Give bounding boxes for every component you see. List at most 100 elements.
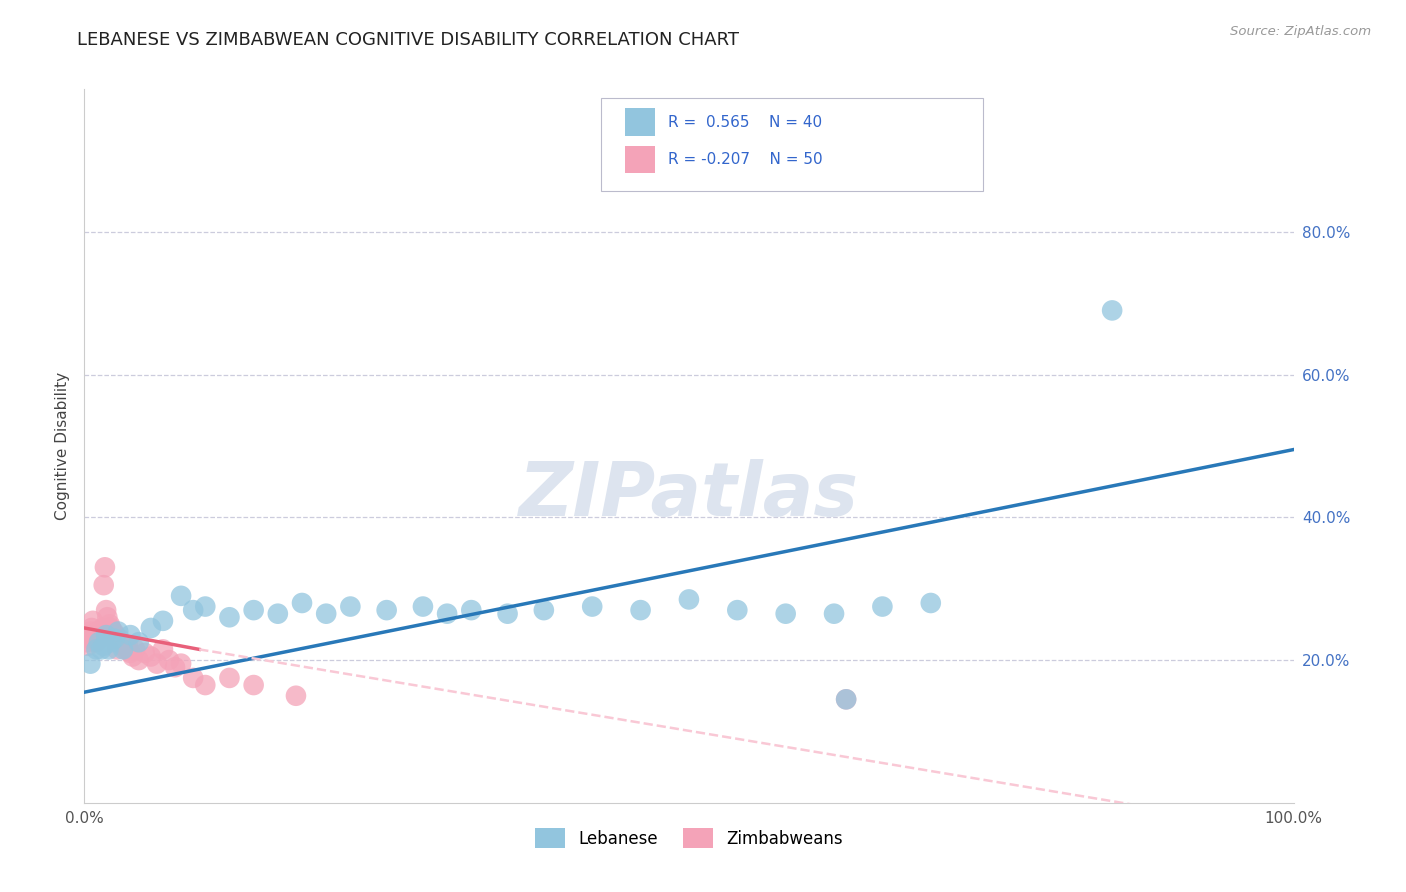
Point (134, 646, 156, 660)
Point (128, 635, 150, 649)
Point (93, 639, 115, 653)
Point (100, 635, 122, 649)
Point (77, 639, 100, 653)
Point (84, 632, 107, 646)
Point (80, 621, 103, 635)
Point (108, 632, 131, 646)
Point (96, 610, 118, 624)
Point (496, 607, 519, 621)
Point (170, 657, 193, 671)
Point (436, 607, 458, 621)
Point (775, 607, 797, 621)
Point (94, 603, 117, 617)
Point (242, 678, 264, 692)
Point (100, 621, 122, 635)
Text: Source: ZipAtlas.com: Source: ZipAtlas.com (1230, 25, 1371, 38)
Point (152, 614, 174, 628)
Point (678, 592, 700, 607)
Point (823, 607, 845, 621)
Point (82, 614, 104, 628)
Point (86, 642, 108, 657)
Point (339, 599, 361, 614)
Legend: Lebanese, Zimbabweans: Lebanese, Zimbabweans (529, 822, 849, 855)
Point (152, 642, 174, 657)
Point (194, 599, 217, 614)
Y-axis label: Cognitive Disability: Cognitive Disability (55, 372, 70, 520)
Point (97, 621, 120, 635)
Point (94, 628, 117, 642)
Point (75, 628, 97, 642)
Point (77, 632, 100, 646)
Point (101, 628, 124, 642)
Text: R = -0.207    N = 50: R = -0.207 N = 50 (668, 152, 823, 167)
Point (97, 642, 120, 657)
Point (284, 689, 308, 703)
Point (630, 603, 652, 617)
Point (146, 657, 169, 671)
Point (165, 660, 187, 674)
Point (170, 589, 193, 603)
Point (181, 603, 204, 617)
Point (315, 607, 337, 621)
Point (128, 653, 150, 667)
Point (920, 596, 942, 610)
Point (157, 653, 180, 667)
Point (86, 624, 108, 639)
Point (581, 599, 603, 614)
FancyBboxPatch shape (624, 109, 655, 136)
Point (533, 603, 555, 617)
Point (375, 603, 398, 617)
Point (291, 596, 314, 610)
Point (139, 649, 162, 664)
Point (91, 621, 114, 635)
Point (110, 635, 132, 649)
Point (112, 639, 135, 653)
FancyBboxPatch shape (600, 98, 983, 191)
Point (107, 635, 129, 649)
Point (412, 599, 434, 614)
Point (104, 632, 127, 646)
Point (1101, 303, 1123, 318)
Point (835, 692, 858, 706)
Point (87, 635, 110, 649)
Point (79, 657, 101, 671)
Point (90, 624, 112, 639)
Point (79, 624, 101, 639)
Point (89, 632, 111, 646)
Point (104, 628, 127, 642)
Point (103, 624, 125, 639)
Point (120, 628, 142, 642)
Point (120, 646, 142, 660)
Point (121, 649, 143, 664)
FancyBboxPatch shape (624, 145, 655, 173)
Point (90, 642, 112, 657)
Point (242, 603, 264, 617)
Point (98, 617, 121, 632)
Point (725, 603, 748, 617)
Point (107, 624, 129, 639)
Text: LEBANESE VS ZIMBABWEAN COGNITIVE DISABILITY CORRELATION CHART: LEBANESE VS ZIMBABWEAN COGNITIVE DISABIL… (77, 31, 740, 49)
Point (105, 642, 128, 657)
Point (194, 678, 217, 692)
Point (76, 635, 98, 649)
Point (460, 603, 482, 617)
Point (872, 599, 894, 614)
Point (93, 578, 115, 592)
Point (181, 671, 204, 685)
Point (104, 632, 127, 646)
Point (94, 560, 117, 574)
Point (83, 628, 105, 642)
Point (124, 642, 146, 657)
Point (87, 628, 110, 642)
Text: R =  0.565    N = 40: R = 0.565 N = 40 (668, 114, 823, 129)
Point (117, 639, 139, 653)
Point (267, 607, 290, 621)
Point (114, 642, 136, 657)
Point (139, 621, 162, 635)
Point (835, 692, 858, 706)
Point (218, 610, 240, 624)
Point (112, 642, 135, 657)
Point (86, 635, 108, 649)
Point (218, 671, 240, 685)
Text: ZIPatlas: ZIPatlas (519, 459, 859, 533)
